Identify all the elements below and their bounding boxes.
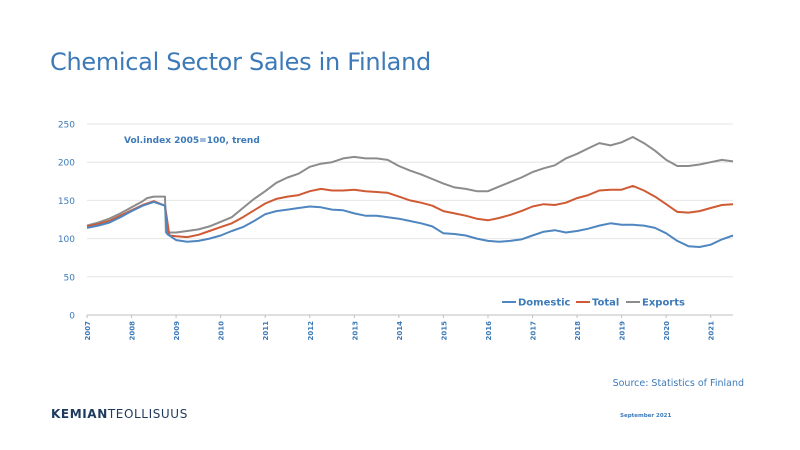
x-tick-label: 2011 bbox=[262, 321, 270, 341]
y-tick-label: 50 bbox=[64, 273, 76, 283]
x-tick-label: 2014 bbox=[396, 321, 404, 341]
x-tick-label: 2019 bbox=[619, 321, 627, 341]
logo-bold: KEMIAN bbox=[51, 407, 108, 421]
legend-label-total: Total bbox=[592, 298, 619, 309]
x-tick-label: 2015 bbox=[440, 321, 448, 341]
legend-label-exports: Exports bbox=[642, 298, 685, 309]
chart-annotation: Vol.index 2005=100, trend bbox=[124, 136, 260, 146]
x-axis-ticks: 2007 2008 2009 2010 2011 2012 2013 2014 2015 2016… bbox=[84, 315, 716, 340]
y-tick-label: 100 bbox=[58, 235, 75, 245]
source-note: Source: Statistics of Finland bbox=[612, 378, 744, 389]
y-tick-label: 200 bbox=[58, 159, 75, 169]
series-lines bbox=[86, 136, 734, 248]
x-tick-label: 2016 bbox=[485, 321, 493, 341]
logo-rest: TEOLLISUUS bbox=[107, 407, 188, 421]
x-tick-label: 2012 bbox=[307, 321, 315, 341]
y-tick-label: 250 bbox=[58, 121, 75, 131]
page-title: Chemical Sector Sales in Finland bbox=[50, 48, 431, 76]
series-line-total bbox=[86, 184, 734, 239]
y-axis-ticks: 0 50 100 150 200 250 bbox=[58, 121, 75, 322]
series-line-domestic bbox=[86, 200, 734, 248]
y-tick-label: 0 bbox=[69, 312, 75, 322]
date-note: September 2021 bbox=[620, 413, 672, 419]
grid-lines bbox=[87, 123, 733, 316]
series-line-exports bbox=[86, 136, 734, 234]
x-tick-label: 2020 bbox=[663, 321, 671, 341]
brand-logo: KEMIANTEOLLISUUS bbox=[51, 407, 188, 421]
legend-label-domestic: Domestic bbox=[518, 298, 571, 309]
x-tick-label: 2007 bbox=[84, 321, 92, 341]
x-tick-label: 2018 bbox=[574, 321, 582, 341]
x-tick-label: 2017 bbox=[530, 321, 538, 341]
x-tick-label: 2013 bbox=[351, 321, 359, 341]
x-tick-label: 2021 bbox=[708, 321, 716, 341]
y-tick-label: 150 bbox=[58, 197, 75, 207]
x-tick-label: 2009 bbox=[173, 321, 181, 341]
x-tick-label: 2008 bbox=[129, 321, 137, 341]
chart-legend: Domestic Total Exports bbox=[502, 298, 685, 309]
x-tick-label: 2010 bbox=[218, 321, 226, 341]
